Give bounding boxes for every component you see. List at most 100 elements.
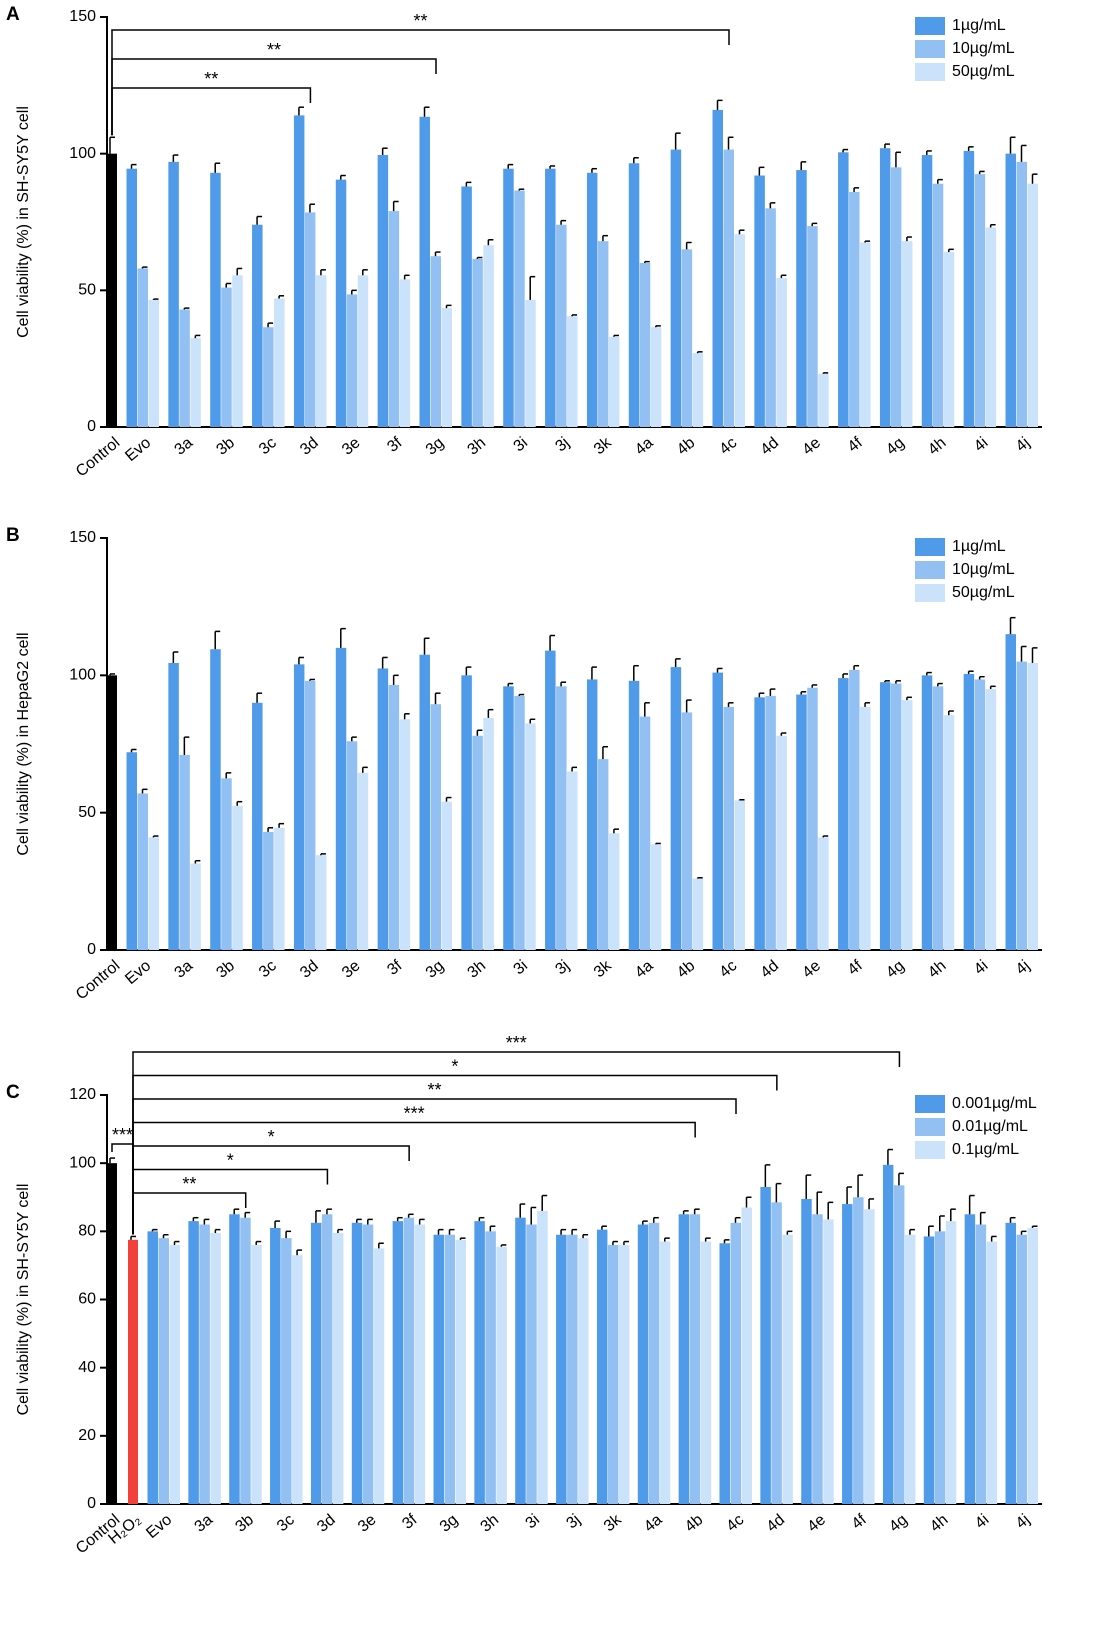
bar xyxy=(403,1217,415,1504)
bar xyxy=(1027,183,1038,427)
x-tick-label: 4b xyxy=(674,957,699,982)
bar xyxy=(514,190,525,427)
bar xyxy=(986,1241,998,1504)
x-tick-label: 3h xyxy=(465,957,490,981)
significance-bracket xyxy=(132,1051,901,1235)
bar xyxy=(472,735,483,950)
x-tick-label: 4a xyxy=(632,434,657,459)
bar xyxy=(923,1236,935,1504)
bar xyxy=(659,1241,671,1504)
bar xyxy=(377,155,389,428)
bar xyxy=(148,299,159,427)
bar xyxy=(765,695,776,950)
bar xyxy=(335,179,347,427)
bar xyxy=(357,275,369,427)
x-tick-label: 3j xyxy=(552,957,572,978)
bar xyxy=(853,1197,864,1504)
bar xyxy=(537,1210,548,1504)
x-tick-label: 4c xyxy=(716,957,740,981)
bar xyxy=(126,168,137,427)
bar xyxy=(362,1224,374,1504)
legend-swatch xyxy=(915,561,945,579)
bar xyxy=(586,172,598,427)
y-tick-label: 50 xyxy=(78,282,96,299)
bar xyxy=(179,754,190,950)
bar xyxy=(754,175,765,427)
bar xyxy=(890,167,902,428)
x-tick-label: 3g xyxy=(423,957,448,981)
bar xyxy=(270,1227,281,1504)
legend-swatch xyxy=(915,1095,945,1113)
bar xyxy=(700,1241,712,1504)
bar xyxy=(1005,634,1016,950)
bar xyxy=(232,805,243,950)
bar xyxy=(388,684,400,950)
bar xyxy=(963,673,975,950)
bar xyxy=(304,212,316,427)
x-tick-label: 3h xyxy=(465,434,490,458)
x-tick-label: 3a xyxy=(192,1511,217,1536)
x-tick-label: 3g xyxy=(423,434,448,458)
legend-swatch xyxy=(915,1118,945,1136)
bar xyxy=(823,1219,834,1504)
bar xyxy=(921,675,933,950)
bar xyxy=(678,1214,690,1504)
x-tick-label: 4g xyxy=(883,957,908,981)
legend-label: 0.001µg/mL xyxy=(952,1095,1037,1112)
bar xyxy=(754,697,765,950)
bar xyxy=(596,1229,608,1504)
bar xyxy=(1016,661,1027,950)
x-tick-label: 4g xyxy=(883,434,908,458)
bar xyxy=(210,1233,221,1504)
x-tick-label: 4i xyxy=(972,1511,992,1532)
y-axis-label: Cell viability (%) in HepaG2 cell xyxy=(15,632,32,855)
bar xyxy=(137,793,148,950)
bar xyxy=(734,800,745,950)
x-tick-label: 4f xyxy=(845,434,867,456)
bar xyxy=(304,680,316,950)
bar xyxy=(945,1221,957,1504)
x-tick-label: 3k xyxy=(601,1511,626,1536)
bar xyxy=(514,695,525,950)
bar xyxy=(692,878,704,950)
x-tick-label: 4d xyxy=(764,1511,789,1535)
bar xyxy=(849,191,860,427)
bar xyxy=(628,163,640,427)
bar xyxy=(221,287,232,427)
significance-label: *** xyxy=(404,1103,425,1123)
bar xyxy=(310,1222,322,1504)
bar xyxy=(188,1221,199,1504)
bar xyxy=(399,719,411,950)
panel-label: A xyxy=(6,4,20,25)
bar xyxy=(864,1209,875,1504)
bar xyxy=(782,1234,793,1504)
bar xyxy=(771,1202,782,1504)
bar xyxy=(801,1198,812,1504)
bar xyxy=(921,155,933,428)
bar xyxy=(1016,1234,1027,1504)
bar xyxy=(292,1255,303,1504)
bar xyxy=(901,700,913,950)
x-tick-label: 3e xyxy=(355,1511,380,1536)
bar xyxy=(251,1244,262,1504)
significance-label: *** xyxy=(112,1125,133,1145)
x-tick-label: 4d xyxy=(758,434,783,458)
bar xyxy=(515,1217,526,1504)
x-tick-label: 3a xyxy=(172,957,197,982)
x-tick-label: 4h xyxy=(925,434,950,458)
legend-label: 50µg/mL xyxy=(952,584,1015,601)
panel-label: B xyxy=(6,525,20,546)
bar xyxy=(496,1246,507,1504)
bar xyxy=(765,208,776,427)
x-tick-label: 4e xyxy=(799,957,824,982)
bar xyxy=(240,1217,251,1504)
bar xyxy=(975,1224,987,1504)
bar xyxy=(567,1234,578,1504)
bar xyxy=(681,249,693,427)
legend-swatch xyxy=(915,17,945,35)
bar xyxy=(934,1231,946,1504)
bar xyxy=(943,715,955,950)
bar xyxy=(639,716,651,950)
x-tick-label: 4j xyxy=(1013,957,1033,978)
bar xyxy=(842,1204,853,1504)
